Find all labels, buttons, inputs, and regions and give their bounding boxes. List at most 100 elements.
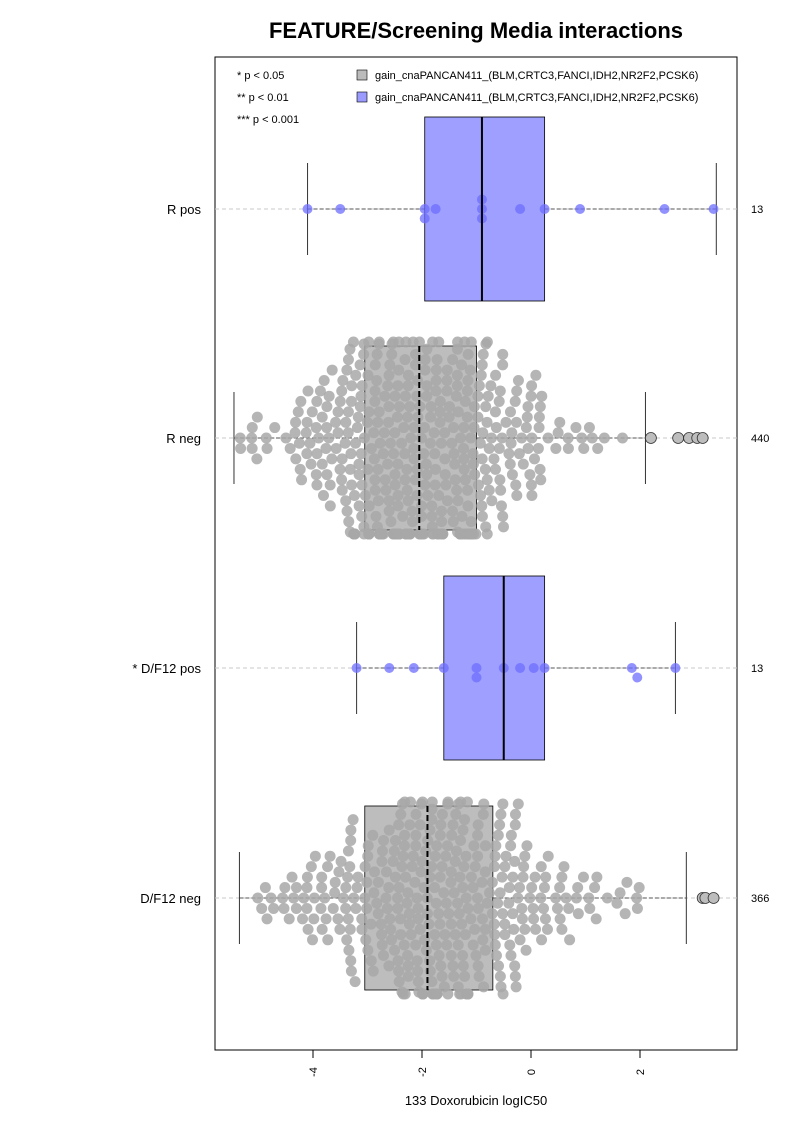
data-point: [572, 908, 584, 920]
data-point: [633, 882, 645, 894]
data-point: [429, 448, 441, 460]
data-point: [354, 359, 366, 371]
data-point: [302, 923, 314, 935]
data-point: [332, 406, 344, 418]
data-point: [411, 892, 423, 904]
data-point: [408, 422, 420, 434]
group-1: R neg 440: [166, 336, 769, 540]
data-point: [374, 437, 386, 449]
data-point: [362, 840, 374, 852]
data-point: [383, 401, 395, 413]
data-point: [490, 422, 502, 434]
data-point: [452, 495, 464, 507]
data-point: [450, 390, 462, 402]
data-point: [481, 897, 493, 909]
x-tick-label-0: -4: [308, 1067, 320, 1077]
data-point: [402, 960, 414, 972]
data-point: [404, 819, 416, 831]
data-point: [337, 892, 349, 904]
data-point: [562, 442, 574, 454]
data-point: [402, 380, 414, 392]
data-point: [515, 663, 526, 673]
data-point: [516, 902, 528, 914]
data-point: [511, 489, 523, 501]
data-point: [510, 479, 522, 491]
data-point: [408, 453, 420, 465]
data-point: [317, 489, 329, 501]
data-point: [404, 796, 416, 808]
data-point: [403, 908, 415, 920]
data-point: [362, 850, 374, 862]
data-point: [319, 892, 331, 904]
data-point: [419, 364, 431, 376]
data-point: [336, 453, 348, 465]
data-point: [513, 448, 525, 460]
data-point: [632, 672, 643, 683]
data-point: [301, 871, 313, 883]
data-point: [420, 845, 432, 857]
data-point: [434, 871, 446, 883]
data-point: [536, 934, 548, 946]
data-point: [410, 829, 422, 841]
data-point: [355, 448, 367, 460]
x-axis-label: 133 Doxorubicin logIC50: [405, 1093, 547, 1108]
data-point: [517, 458, 529, 470]
data-point: [512, 892, 524, 904]
data-point: [389, 390, 401, 402]
data-point: [429, 882, 441, 894]
data-point: [462, 500, 474, 512]
data-point: [363, 336, 375, 348]
data-point: [411, 390, 423, 402]
data-point: [560, 892, 572, 904]
data-point: [379, 474, 391, 486]
data-point: [349, 528, 361, 540]
data-point: [286, 871, 298, 883]
data-point: [324, 479, 336, 491]
outlier-point: [672, 432, 685, 444]
data-point: [426, 814, 438, 826]
data-point: [435, 819, 447, 831]
data-point: [417, 796, 429, 808]
data-point: [416, 510, 428, 522]
data-point: [539, 204, 550, 214]
data-point: [353, 469, 365, 481]
data-point: [554, 882, 566, 894]
data-point: [526, 432, 538, 444]
data-point: [406, 505, 418, 517]
data-point: [465, 516, 477, 528]
data-point: [512, 375, 524, 387]
data-point: [472, 411, 484, 423]
data-point: [589, 882, 601, 894]
group-2: * D/F12 pos 13: [132, 575, 763, 761]
data-point: [378, 427, 390, 439]
data-point: [431, 354, 443, 366]
data-point: [391, 411, 403, 423]
data-point: [380, 484, 392, 496]
data-point: [507, 908, 519, 920]
data-point: [389, 469, 401, 481]
data-point: [408, 442, 420, 454]
data-point: [493, 960, 505, 972]
data-point: [483, 442, 495, 454]
data-point: [356, 923, 368, 935]
data-point: [456, 359, 468, 371]
data-point: [339, 437, 351, 449]
data-point: [341, 505, 353, 517]
data-point: [336, 385, 348, 397]
data-point: [440, 897, 452, 909]
data-point: [535, 892, 547, 904]
data-point: [558, 861, 570, 873]
data-point: [554, 913, 566, 925]
data-point: [445, 918, 457, 930]
data-point: [467, 448, 479, 460]
data-point: [410, 939, 422, 951]
data-point: [457, 949, 469, 961]
data-point: [468, 422, 480, 434]
data-point: [452, 939, 464, 951]
data-point: [330, 416, 342, 428]
data-point: [472, 819, 484, 831]
series-legend: gain_cnaPANCAN411_(BLM,CRTC3,FANCI,IDH2,…: [356, 69, 698, 104]
data-point: [399, 829, 411, 841]
data-point: [493, 395, 505, 407]
data-point: [464, 364, 476, 376]
